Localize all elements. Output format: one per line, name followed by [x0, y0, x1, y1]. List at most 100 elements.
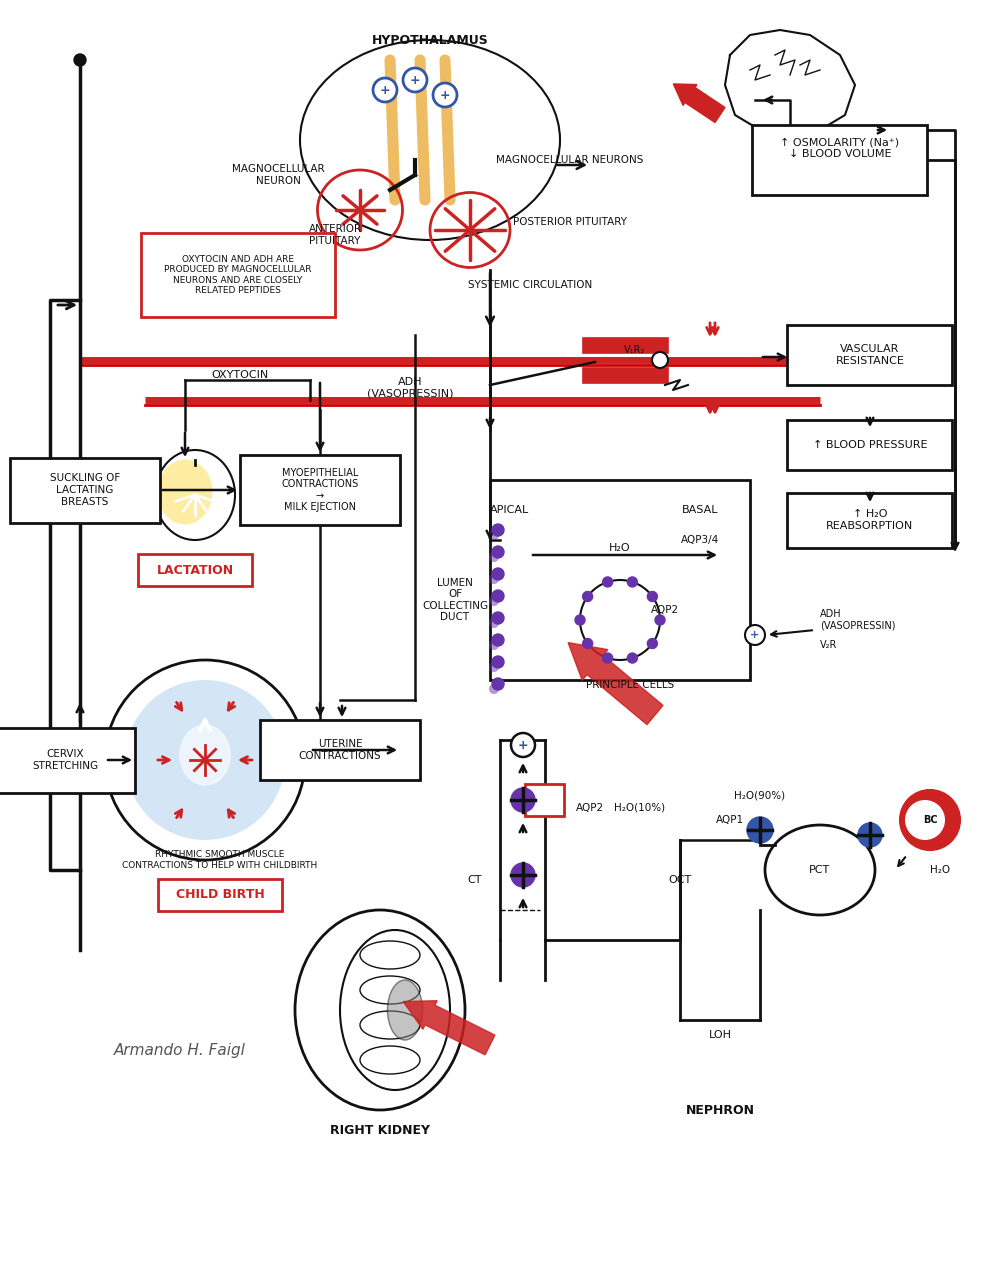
Text: CERVIX
STRETCHING: CERVIX STRETCHING	[32, 749, 98, 771]
Text: ↑ H₂O
REABSORPTION: ↑ H₂O REABSORPTION	[826, 509, 913, 531]
Circle shape	[489, 640, 499, 650]
Text: ADH
(VASOPRESSIN): ADH (VASOPRESSIN)	[820, 609, 895, 631]
FancyBboxPatch shape	[158, 879, 282, 911]
Text: ↑ OSMOLARITY (Na⁺)
↓ BLOOD VOLUME: ↑ OSMOLARITY (Na⁺) ↓ BLOOD VOLUME	[780, 137, 899, 159]
Circle shape	[489, 684, 499, 694]
Text: SYSTEMIC CIRCULATION: SYSTEMIC CIRCULATION	[468, 280, 592, 291]
FancyBboxPatch shape	[526, 783, 565, 817]
Text: +: +	[518, 739, 528, 751]
Text: LACTATION: LACTATION	[157, 563, 234, 576]
Circle shape	[489, 618, 499, 628]
Text: BC: BC	[923, 815, 937, 826]
Text: NEPHRON: NEPHRON	[686, 1103, 754, 1116]
Circle shape	[492, 547, 504, 558]
Text: ANTERIOR
PITUITARY: ANTERIOR PITUITARY	[308, 224, 361, 246]
Text: +: +	[379, 83, 390, 96]
Circle shape	[900, 790, 960, 850]
Text: H₂O: H₂O	[609, 543, 631, 553]
Text: MYOEPITHELIAL
CONTRACTIONS
→
MILK EJECTION: MYOEPITHELIAL CONTRACTIONS → MILK EJECTI…	[281, 467, 358, 512]
Circle shape	[489, 662, 499, 672]
Text: +: +	[440, 88, 450, 101]
Circle shape	[603, 653, 613, 663]
Text: RIGHT KIDNEY: RIGHT KIDNEY	[330, 1124, 430, 1137]
Ellipse shape	[158, 460, 213, 525]
Text: CT: CT	[468, 876, 482, 884]
Circle shape	[648, 591, 658, 602]
Circle shape	[403, 68, 427, 92]
Text: SUCKLING OF
LACTATING
BREASTS: SUCKLING OF LACTATING BREASTS	[50, 474, 120, 507]
Text: MAGNOCELLULAR NEURONS: MAGNOCELLULAR NEURONS	[496, 155, 644, 165]
Text: Armando H. Faigl: Armando H. Faigl	[114, 1042, 246, 1057]
Circle shape	[583, 639, 593, 649]
FancyBboxPatch shape	[138, 554, 252, 586]
Text: H₂O: H₂O	[930, 865, 950, 876]
Circle shape	[905, 800, 945, 840]
Text: HYPOTHALAMUS: HYPOTHALAMUS	[371, 33, 488, 46]
Circle shape	[373, 78, 397, 102]
Circle shape	[492, 524, 504, 536]
FancyBboxPatch shape	[240, 454, 400, 525]
Text: +: +	[410, 73, 420, 87]
Circle shape	[492, 678, 504, 690]
Text: POSTERIOR PITUITARY: POSTERIOR PITUITARY	[513, 218, 627, 227]
Text: MAGNOCELLULAR
NEURON: MAGNOCELLULAR NEURON	[232, 164, 324, 186]
Text: LOH: LOH	[709, 1030, 732, 1039]
Text: H₂O(90%): H₂O(90%)	[735, 790, 785, 800]
FancyArrow shape	[403, 1001, 495, 1055]
Circle shape	[492, 612, 504, 625]
Circle shape	[575, 614, 585, 625]
FancyArrow shape	[568, 643, 663, 724]
Text: VASCULAR
RESISTANCE: VASCULAR RESISTANCE	[835, 344, 904, 366]
Text: CHILD BIRTH: CHILD BIRTH	[176, 888, 264, 901]
Circle shape	[628, 577, 638, 588]
FancyBboxPatch shape	[260, 719, 420, 780]
Text: ADH
(VASOPRESSIN): ADH (VASOPRESSIN)	[366, 378, 453, 399]
FancyBboxPatch shape	[10, 457, 160, 522]
Circle shape	[433, 83, 457, 108]
Circle shape	[511, 863, 535, 887]
Text: AQP1: AQP1	[716, 815, 745, 826]
Circle shape	[652, 352, 668, 369]
Text: BASAL: BASAL	[682, 506, 719, 515]
Circle shape	[511, 733, 535, 756]
Text: OXYTOCIN AND ADH ARE
PRODUCED BY MAGNOCELLULAR
NEURONS AND ARE CLOSELY
RELATED P: OXYTOCIN AND ADH ARE PRODUCED BY MAGNOCE…	[165, 255, 311, 296]
Circle shape	[489, 596, 499, 605]
Text: AQP2: AQP2	[651, 605, 679, 614]
Circle shape	[858, 823, 882, 847]
FancyArrow shape	[674, 84, 725, 123]
Text: ↑ BLOOD PRESSURE: ↑ BLOOD PRESSURE	[812, 440, 927, 451]
Circle shape	[648, 639, 658, 649]
Text: V₁R₂: V₁R₂	[625, 346, 646, 355]
FancyBboxPatch shape	[787, 325, 952, 385]
Circle shape	[747, 817, 773, 844]
FancyBboxPatch shape	[0, 727, 135, 792]
Text: RHYTHMIC SMOOTH MUSCLE
CONTRACTIONS TO HELP WITH CHILDBIRTH: RHYTHMIC SMOOTH MUSCLE CONTRACTIONS TO H…	[123, 850, 317, 869]
Circle shape	[492, 657, 504, 668]
Text: APICAL: APICAL	[490, 506, 530, 515]
Ellipse shape	[180, 724, 230, 785]
Text: PCT: PCT	[809, 865, 830, 876]
Text: OCT: OCT	[669, 876, 692, 884]
Text: OXYTOCIN: OXYTOCIN	[212, 370, 268, 380]
Circle shape	[74, 54, 86, 67]
Text: H₂O(10%): H₂O(10%)	[615, 803, 666, 813]
Text: UTERINE
CONTRACTIONS: UTERINE CONTRACTIONS	[298, 740, 381, 760]
Circle shape	[492, 568, 504, 580]
Circle shape	[489, 552, 499, 562]
Ellipse shape	[125, 680, 285, 840]
Circle shape	[603, 577, 613, 588]
FancyBboxPatch shape	[490, 480, 750, 680]
Text: AQP2: AQP2	[576, 803, 604, 813]
Text: PRINCIPLE CELLS: PRINCIPLE CELLS	[586, 680, 674, 690]
Circle shape	[492, 590, 504, 602]
Text: AQP3/4: AQP3/4	[681, 535, 720, 545]
Circle shape	[583, 591, 593, 602]
Ellipse shape	[387, 980, 422, 1039]
Text: LUMEN
OF
COLLECTING
DUCT: LUMEN OF COLLECTING DUCT	[422, 577, 488, 622]
FancyBboxPatch shape	[787, 493, 952, 548]
Text: V₂R: V₂R	[820, 640, 837, 650]
Circle shape	[489, 573, 499, 584]
FancyBboxPatch shape	[787, 420, 952, 470]
FancyBboxPatch shape	[752, 125, 927, 195]
Circle shape	[628, 653, 638, 663]
